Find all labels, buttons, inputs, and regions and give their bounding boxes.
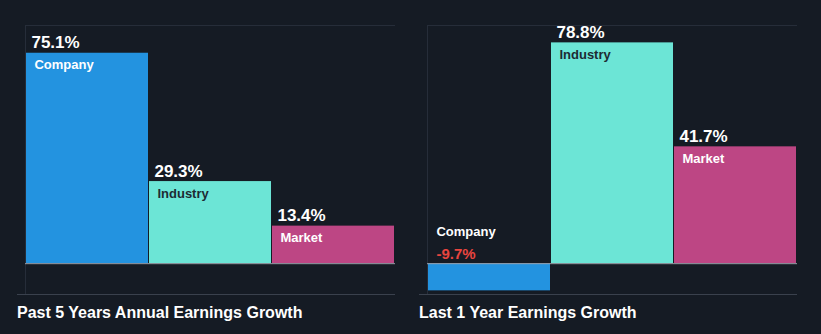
svg-text:Industry: Industry — [559, 47, 611, 62]
svg-text:13.4%: 13.4% — [277, 206, 325, 225]
svg-text:Company: Company — [436, 224, 496, 239]
svg-text:75.1%: 75.1% — [31, 33, 79, 52]
svg-text:-9.7%: -9.7% — [436, 245, 475, 262]
svg-text:Industry: Industry — [157, 186, 209, 201]
svg-text:29.3%: 29.3% — [154, 162, 202, 181]
svg-text:Company: Company — [34, 57, 94, 72]
svg-text:78.8%: 78.8% — [556, 23, 604, 42]
html-text:Last 1 Year Earnings Growth: Last 1 Year Earnings Growth — [419, 304, 637, 321]
svg-text:Market: Market — [280, 230, 323, 245]
svg-text:Market: Market — [682, 151, 725, 166]
svg-text:41.7%: 41.7% — [679, 127, 727, 146]
html-text:Past 5 Years Annual Earnings G: Past 5 Years Annual Earnings Growth — [17, 304, 303, 321]
